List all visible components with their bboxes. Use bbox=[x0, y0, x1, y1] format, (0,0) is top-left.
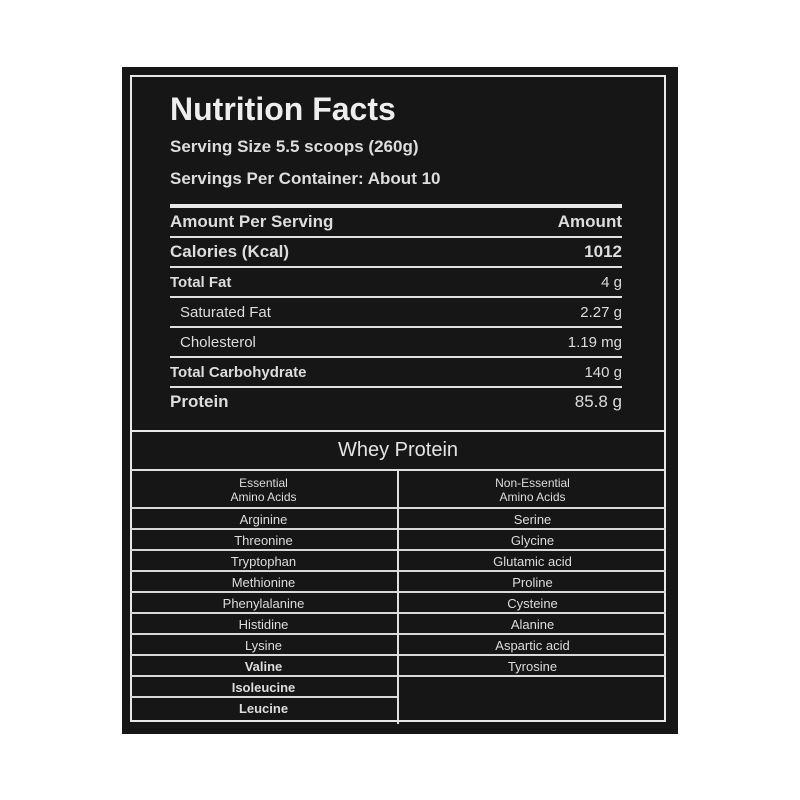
servings-per-container: Servings Per Container: About 10 bbox=[170, 169, 441, 188]
facts-row-saturated-fat: Saturated Fat 2.27 g bbox=[170, 298, 622, 328]
essential-header: Essential Amino Acids bbox=[130, 471, 397, 509]
row-value: 1.19 mg bbox=[567, 333, 622, 351]
row-value: 1012 bbox=[584, 242, 622, 261]
amino-acid: Threonine bbox=[130, 530, 397, 551]
label-title: Nutrition Facts bbox=[170, 91, 396, 127]
row-label: Saturated Fat bbox=[180, 303, 271, 321]
whey-protein-table: Whey Protein Essential Amino Acids Argin… bbox=[130, 430, 666, 724]
essential-column: Essential Amino Acids Arginine Threonine… bbox=[130, 471, 399, 724]
amino-acid: Methionine bbox=[130, 572, 397, 593]
facts-header-row: Amount Per Serving Amount bbox=[170, 208, 622, 238]
nutrition-facts-table: Amount Per Serving Amount Calories (Kcal… bbox=[170, 204, 622, 416]
amino-acid: Valine bbox=[130, 656, 397, 677]
row-label: Calories (Kcal) bbox=[170, 242, 290, 261]
facts-row-protein: Protein 85.8 g bbox=[170, 388, 622, 416]
amino-acid: Serine bbox=[399, 509, 666, 530]
header-line: Non-Essential bbox=[495, 476, 570, 490]
amino-acid: Glutamic acid bbox=[399, 551, 666, 572]
amino-acid: Cysteine bbox=[399, 593, 666, 614]
whey-title: Whey Protein bbox=[130, 432, 666, 471]
amino-acid: Aspartic acid bbox=[399, 635, 666, 656]
header-line: Amino Acids bbox=[499, 490, 566, 504]
facts-header-value: Amount bbox=[557, 212, 622, 231]
amino-acid: Leucine bbox=[238, 701, 289, 716]
amino-acid: Tryptophan bbox=[130, 551, 397, 572]
header-line: Amino Acids bbox=[230, 490, 297, 504]
amino-acid: Glycine bbox=[399, 530, 666, 551]
non-essential-column: Non-Essential Amino Acids Serine Glycine… bbox=[399, 471, 666, 724]
row-label: Total Fat bbox=[170, 273, 232, 291]
header-line: Essential bbox=[239, 476, 288, 490]
facts-row-calories: Calories (Kcal) 1012 bbox=[170, 238, 622, 268]
amino-acid: Histidine bbox=[130, 614, 397, 635]
facts-row-cholesterol: Cholesterol 1.19 mg bbox=[170, 328, 622, 358]
amino-acid: Alanine bbox=[399, 614, 666, 635]
row-value: 140 g bbox=[584, 363, 622, 381]
non-essential-header: Non-Essential Amino Acids bbox=[399, 471, 666, 509]
row-label: Total Carbohydrate bbox=[170, 363, 307, 381]
row-value: 85.8 g bbox=[574, 392, 622, 411]
amino-acid: Isoleucine bbox=[130, 677, 397, 698]
row-label: Cholesterol bbox=[180, 333, 256, 351]
amino-acid: Proline bbox=[399, 572, 666, 593]
serving-size: Serving Size 5.5 scoops (260g) bbox=[170, 137, 419, 156]
facts-row-total-fat: Total Fat 4 g bbox=[170, 268, 622, 298]
amino-acid: Phenylalanine bbox=[130, 593, 397, 614]
amino-acid: Lysine bbox=[130, 635, 397, 656]
amino-acid: Tyrosine bbox=[399, 656, 666, 677]
divider bbox=[170, 204, 622, 208]
facts-header-label: Amount Per Serving bbox=[170, 212, 334, 231]
nutrition-label: Nutrition Facts Serving Size 5.5 scoops … bbox=[122, 67, 678, 734]
row-value: 4 g bbox=[601, 273, 622, 291]
row-label: Protein bbox=[170, 392, 229, 411]
row-value: 2.27 g bbox=[580, 303, 622, 321]
facts-row-total-carbohydrate: Total Carbohydrate 140 g bbox=[170, 358, 622, 388]
amino-acid: Arginine bbox=[130, 509, 397, 530]
